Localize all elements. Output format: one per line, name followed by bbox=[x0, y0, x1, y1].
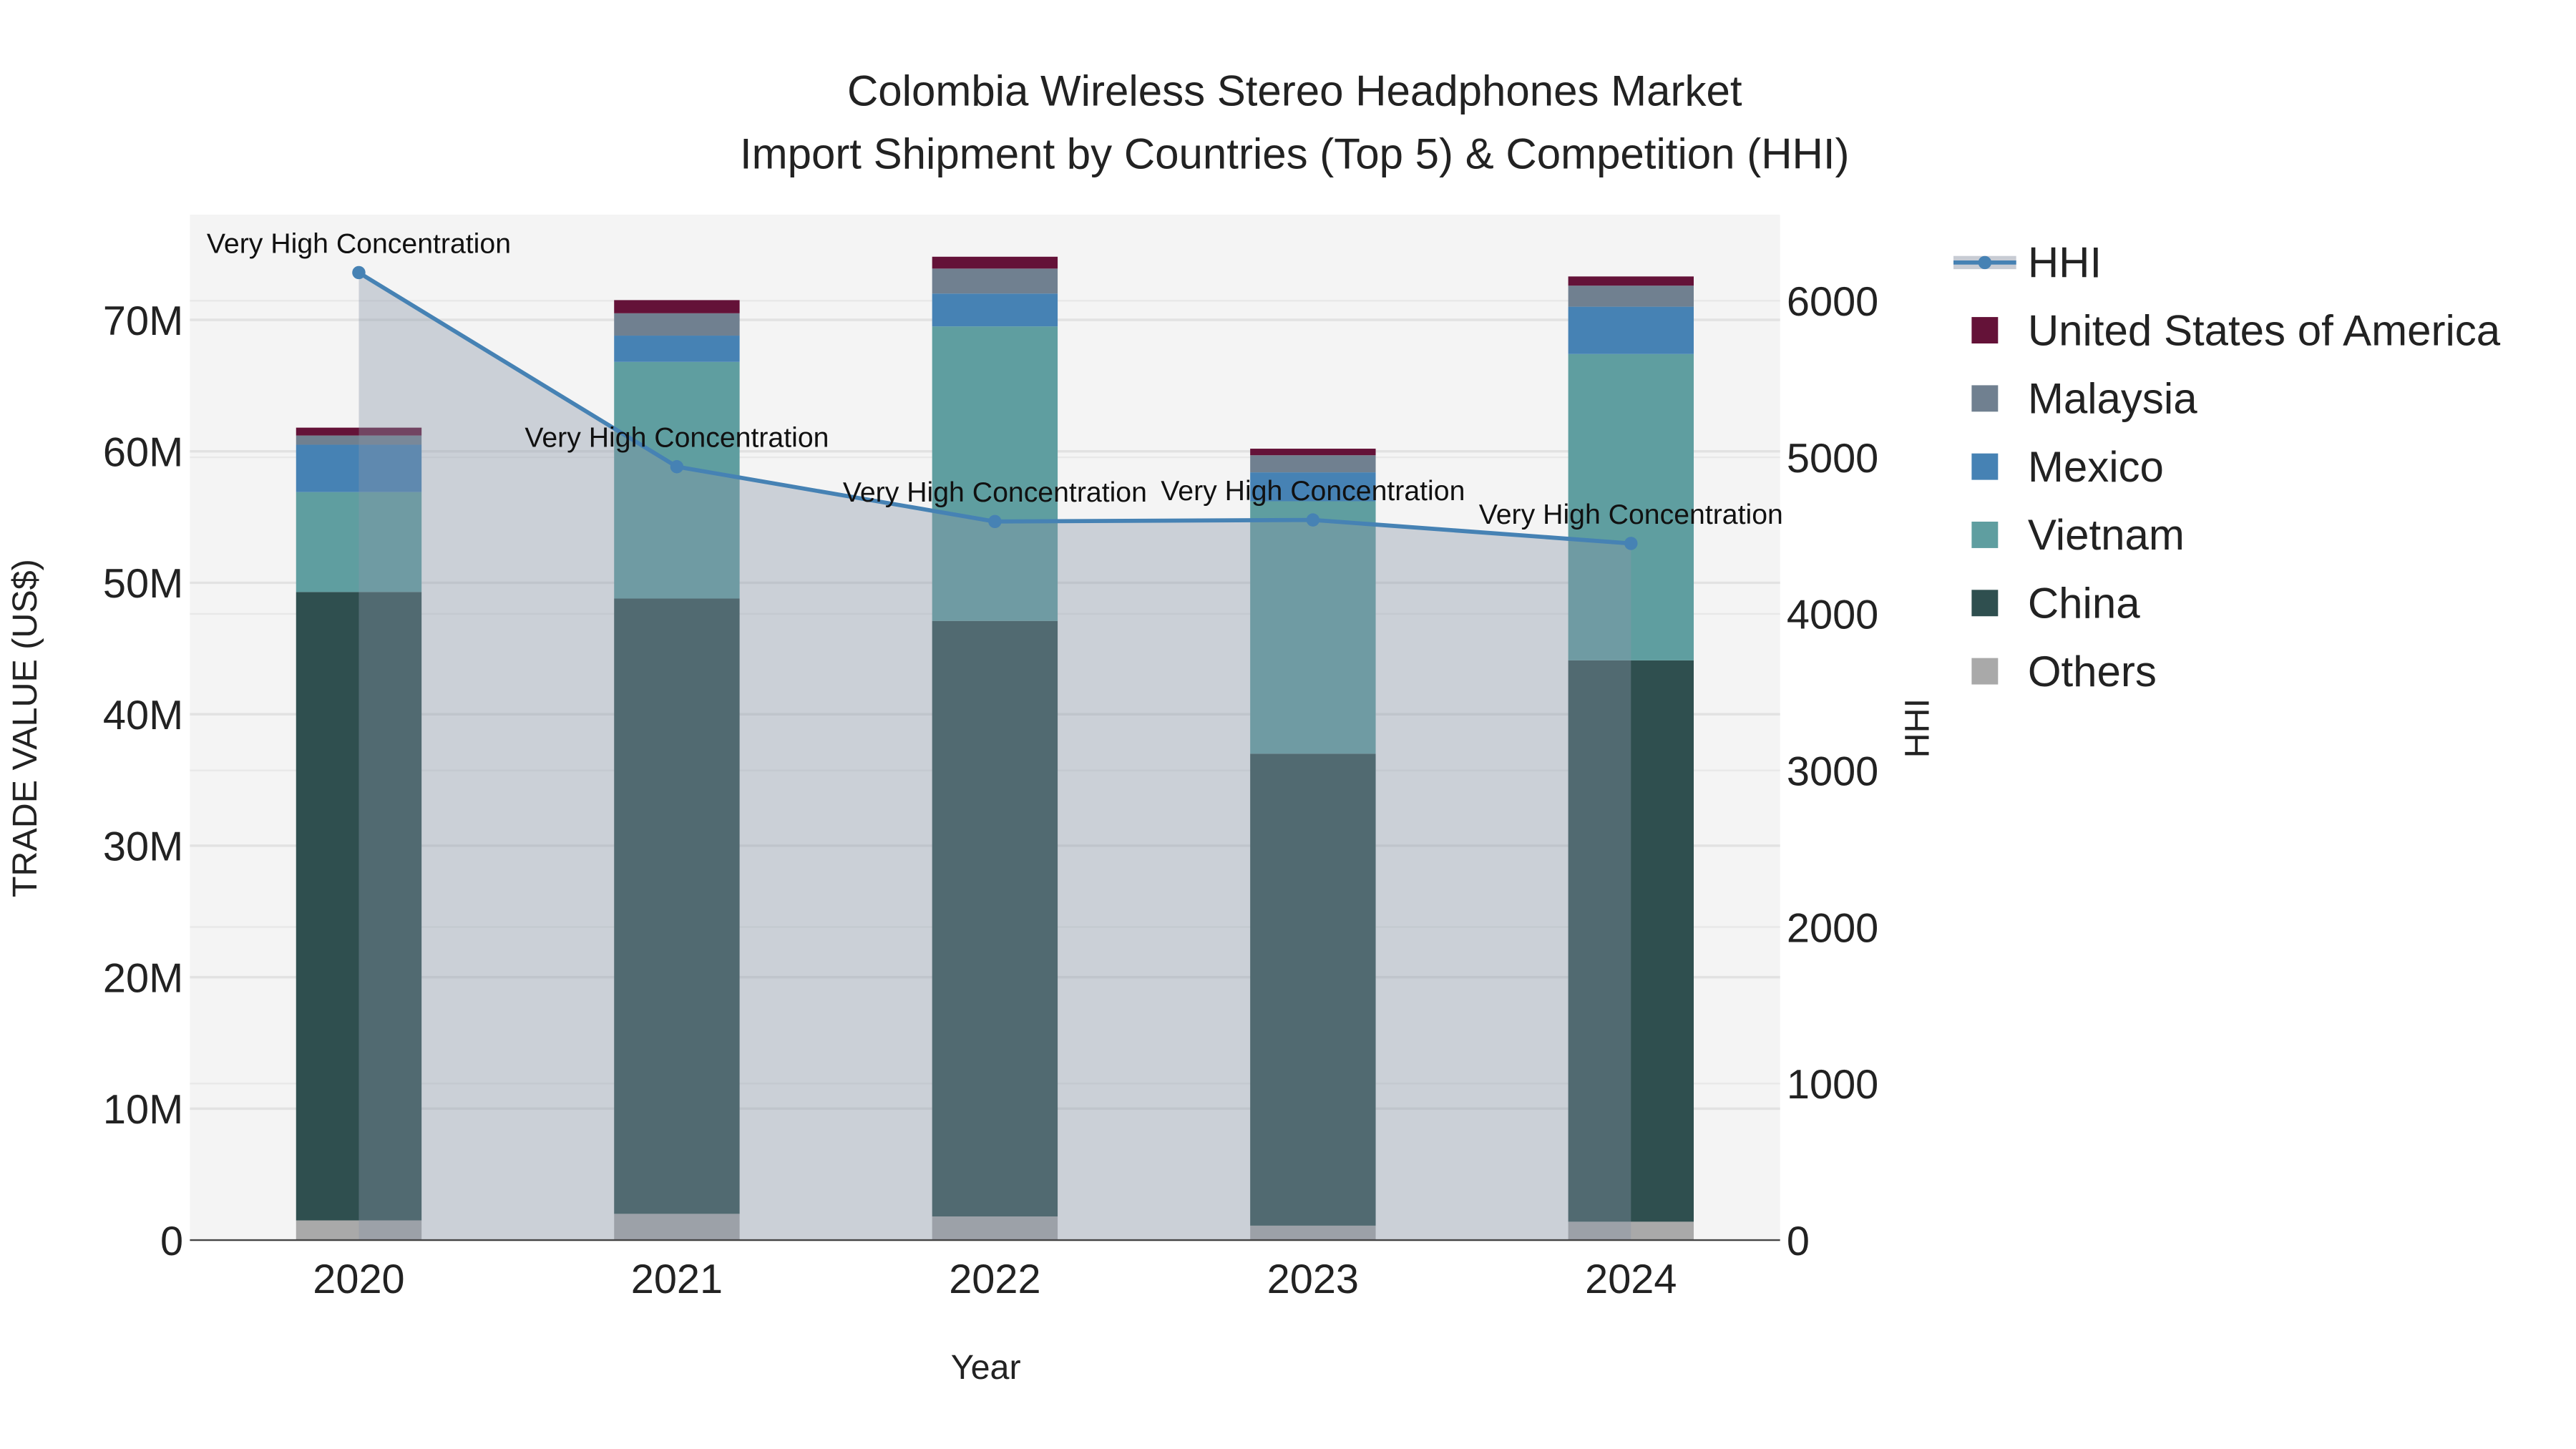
bar-china-2021 bbox=[614, 598, 740, 1214]
x-tick-label: 2021 bbox=[631, 1257, 723, 1302]
hhi-point-2021 bbox=[670, 460, 684, 474]
bar-china-2024 bbox=[1568, 660, 1694, 1222]
y2-tick-label: 3000 bbox=[1787, 748, 1878, 794]
legend-label: China bbox=[2028, 580, 2140, 628]
y-axis-label: TRADE VALUE (US$) bbox=[6, 559, 44, 897]
bar-vietnam-2022 bbox=[932, 326, 1058, 621]
y-tick-label: 40M bbox=[103, 693, 183, 738]
bar-malaysia-2022 bbox=[932, 268, 1058, 294]
hhi-annotation: Very High Concentration bbox=[843, 477, 1147, 508]
legend-swatch-china bbox=[1971, 590, 1999, 617]
legend-label-hhi: HHI bbox=[2028, 239, 2102, 287]
y-tick-label: 30M bbox=[103, 824, 183, 870]
bar-mexico-2020 bbox=[296, 444, 422, 492]
bar-united-states-of-america-2021 bbox=[614, 300, 740, 313]
hhi-point-2022 bbox=[988, 514, 1002, 529]
y2-tick-label: 6000 bbox=[1787, 279, 1878, 325]
y-tick-label: 60M bbox=[103, 429, 183, 475]
x-tick-label: 2022 bbox=[949, 1257, 1040, 1302]
hhi-area-fill bbox=[358, 272, 1631, 1241]
legend-hhi-marker bbox=[1978, 255, 1992, 270]
x-tick-label: 2020 bbox=[313, 1257, 404, 1302]
bar-mexico-2021 bbox=[614, 336, 740, 362]
legend-label: Malaysia bbox=[2028, 375, 2197, 423]
chart-title-line1: Colombia Wireless Stereo Headphones Mark… bbox=[847, 67, 1742, 115]
x-axis-label: Year bbox=[951, 1348, 1021, 1387]
bar-vietnam-2023 bbox=[1250, 501, 1376, 754]
bar-others-2024 bbox=[1568, 1221, 1694, 1241]
hhi-annotation: Very High Concentration bbox=[207, 228, 511, 259]
y2-axis-label: HHI bbox=[1898, 698, 1936, 758]
chart-title-line2: Import Shipment by Countries (Top 5) & C… bbox=[740, 130, 1850, 177]
legend-swatch-united-states-of-america bbox=[1971, 317, 1999, 343]
bar-others-2021 bbox=[614, 1214, 740, 1241]
bar-united-states-of-america-2022 bbox=[932, 256, 1058, 269]
y-tick-label: 10M bbox=[103, 1087, 183, 1133]
y2-tick-label: 0 bbox=[1787, 1219, 1810, 1264]
legend-label: United States of America bbox=[2028, 306, 2501, 354]
hhi-annotation: Very High Concentration bbox=[1479, 499, 1783, 530]
hhi-point-2020 bbox=[352, 265, 366, 280]
bar-united-states-of-america-2024 bbox=[1568, 276, 1694, 286]
bar-vietnam-2020 bbox=[296, 492, 422, 592]
bar-vietnam-2021 bbox=[614, 361, 740, 599]
y-tick-label: 0 bbox=[160, 1219, 183, 1264]
bar-china-2022 bbox=[932, 620, 1058, 1217]
bar-malaysia-2021 bbox=[614, 313, 740, 336]
bar-others-2023 bbox=[1250, 1225, 1376, 1241]
y2-tick-label: 1000 bbox=[1787, 1062, 1878, 1108]
bar-china-2020 bbox=[296, 592, 422, 1221]
hhi-annotation: Very High Concentration bbox=[525, 422, 829, 454]
y2-tick-label: 4000 bbox=[1787, 592, 1878, 638]
axis-ticks: 0 10M 20M 30M 40M 50M 60M 70M 0 1000 2000 3000 4000 5… bbox=[103, 279, 1878, 1302]
bar-malaysia-2023 bbox=[1250, 455, 1376, 473]
x-tick-label: 2023 bbox=[1267, 1257, 1359, 1302]
bar-mexico-2023 bbox=[1250, 472, 1376, 502]
bar-china-2023 bbox=[1250, 753, 1376, 1226]
hhi-annotation: Very High Concentration bbox=[1161, 475, 1465, 507]
y-tick-label: 50M bbox=[103, 561, 183, 607]
legend: HHI United States of America Malaysia Mexic… bbox=[1953, 239, 2501, 696]
bar-united-states-of-america-2023 bbox=[1250, 449, 1376, 456]
bar-mexico-2024 bbox=[1568, 306, 1694, 354]
bars bbox=[296, 256, 1694, 1241]
bar-others-2022 bbox=[932, 1216, 1058, 1241]
legend-swatch-vietnam bbox=[1971, 522, 1999, 548]
bar-malaysia-2020 bbox=[296, 435, 422, 445]
legend-label: Mexico bbox=[2028, 443, 2164, 491]
hhi-points: Very High Concentration Very High Concent… bbox=[207, 228, 1783, 550]
legend-swatch-others bbox=[1971, 658, 1999, 685]
legend-swatch-malaysia bbox=[1971, 385, 1999, 412]
x-tick-label: 2024 bbox=[1585, 1257, 1677, 1302]
y-tick-label: 20M bbox=[103, 955, 183, 1001]
bar-mexico-2022 bbox=[932, 293, 1058, 327]
y-tick-label: 70M bbox=[103, 298, 183, 344]
legend-label: Vietnam bbox=[2028, 511, 2185, 559]
y2-tick-label: 5000 bbox=[1787, 436, 1878, 482]
bar-united-states-of-america-2020 bbox=[296, 427, 422, 436]
legend-swatch-mexico bbox=[1971, 453, 1999, 480]
hhi-point-2023 bbox=[1306, 513, 1320, 527]
legend-label: Others bbox=[2028, 648, 2157, 696]
hhi-point-2024 bbox=[1624, 537, 1638, 550]
y2-tick-label: 2000 bbox=[1787, 905, 1878, 951]
bar-vietnam-2024 bbox=[1568, 353, 1694, 660]
bar-malaysia-2024 bbox=[1568, 286, 1694, 307]
bar-others-2020 bbox=[296, 1220, 422, 1241]
